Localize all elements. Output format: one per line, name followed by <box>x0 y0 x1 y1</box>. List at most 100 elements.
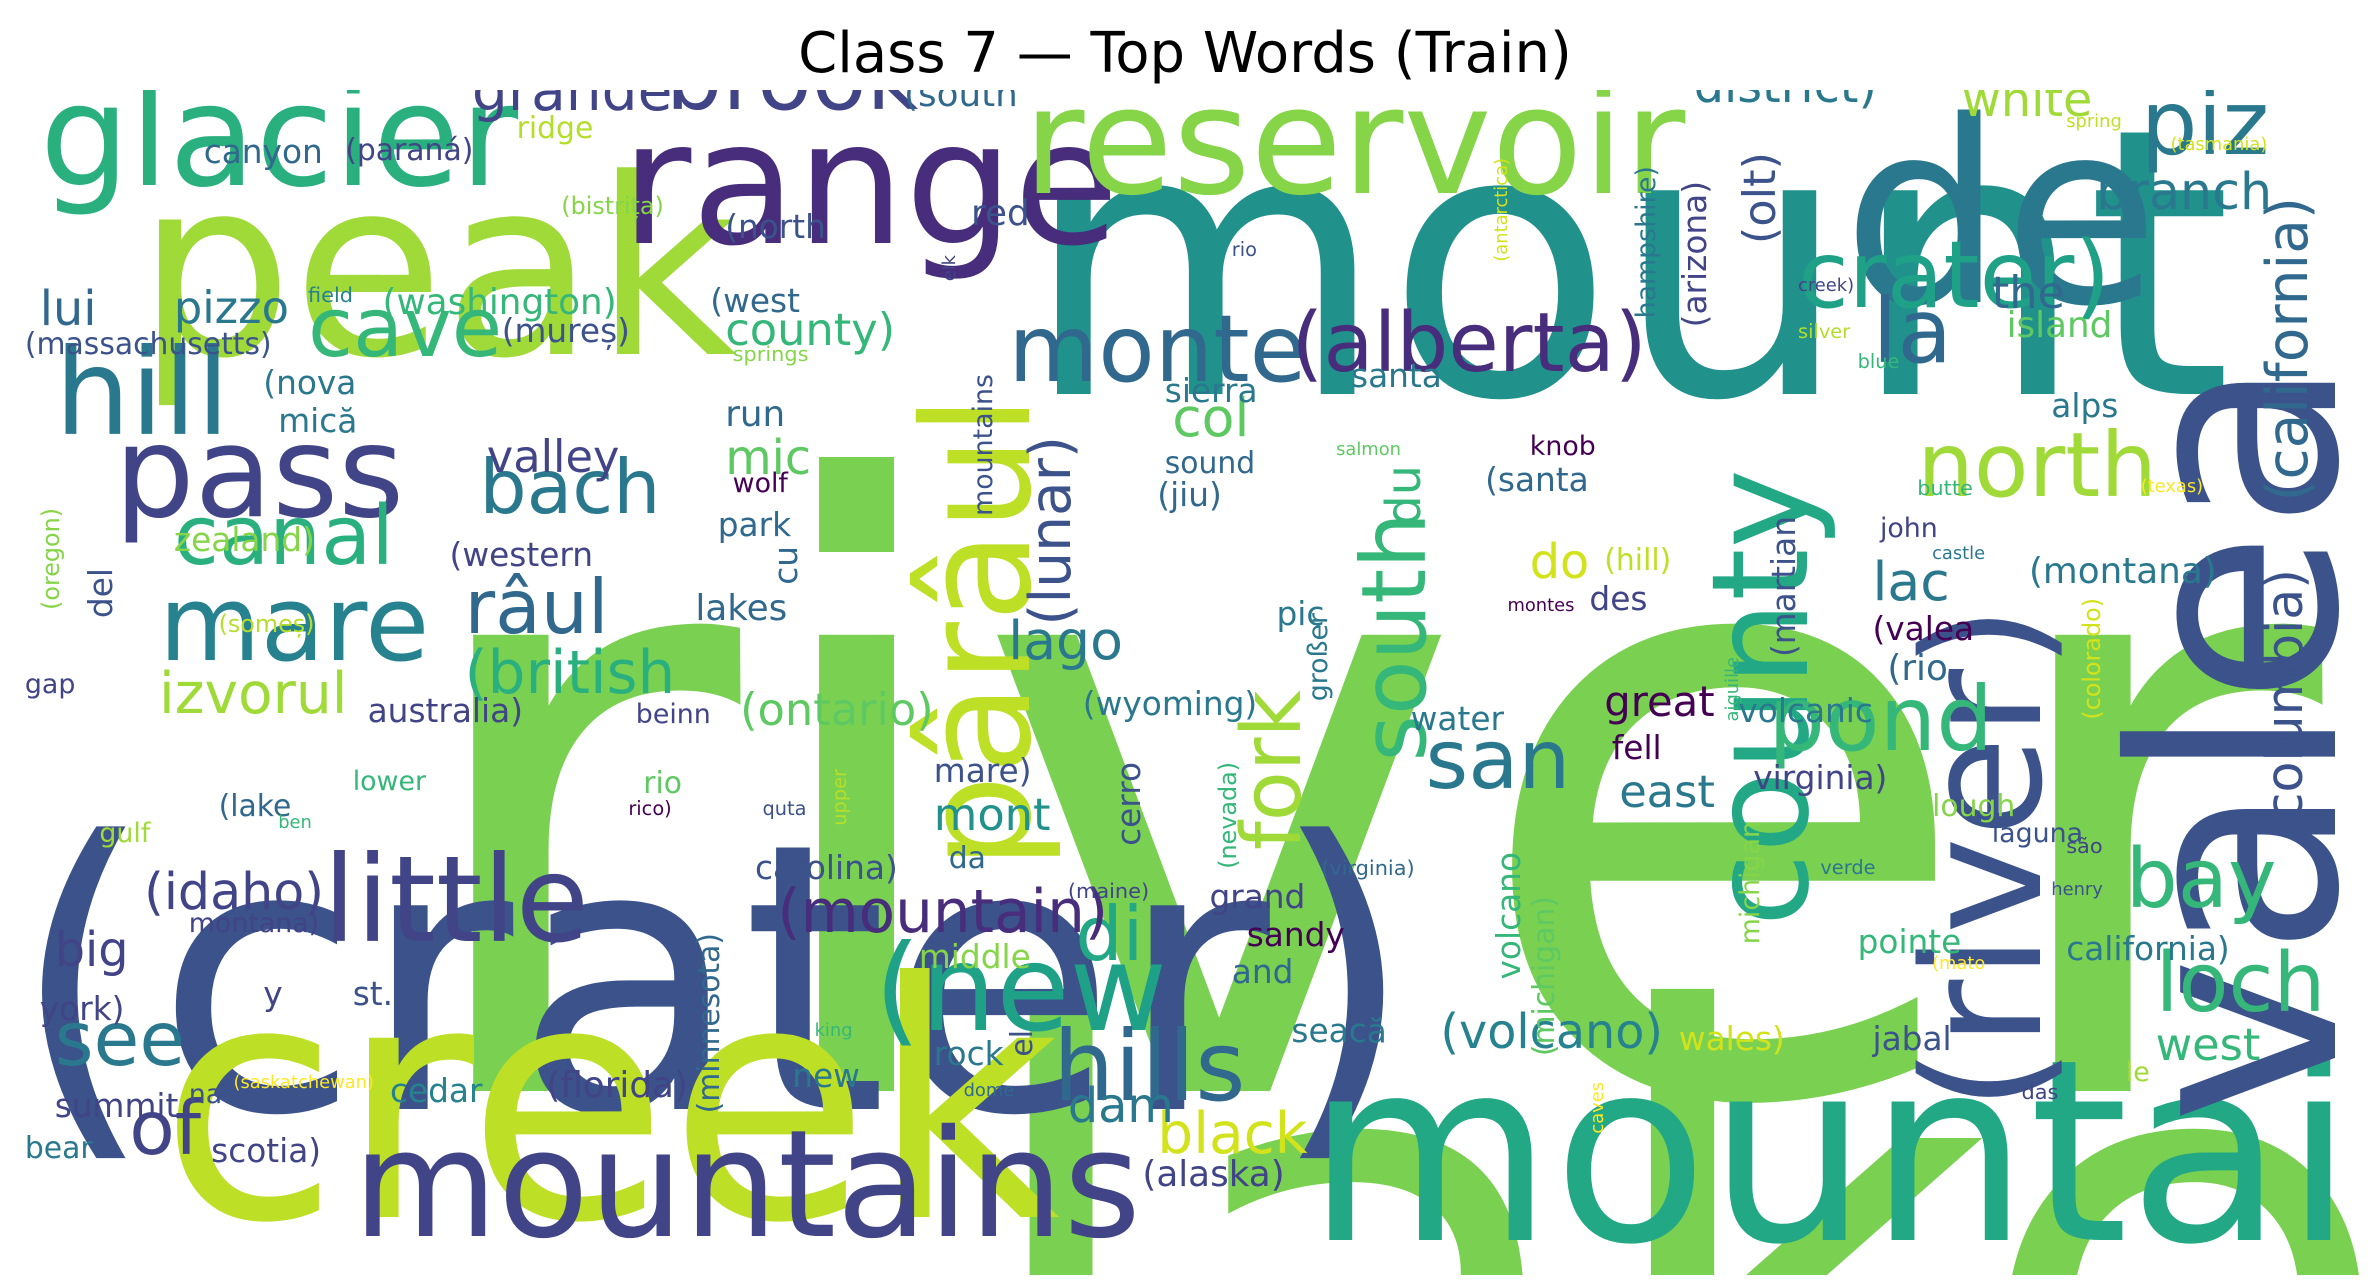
word-141: sandy <box>1246 915 1345 954</box>
word-81: (nova <box>263 364 357 403</box>
word-177: silver <box>1798 319 1851 343</box>
word-158: del <box>81 568 120 619</box>
word-17: pass <box>114 398 405 547</box>
word-190: verde <box>1820 856 1876 880</box>
word-156: gulf <box>99 818 151 850</box>
word-3: mount <box>1023 90 2233 482</box>
word-146: seacă <box>1291 1012 1387 1051</box>
chart-title: Class 7 — Top Words (Train) <box>798 21 1572 86</box>
word-107: (saskatchewan) <box>233 1072 374 1094</box>
word-8: de <box>1842 90 2160 362</box>
word-23: piz <box>2140 90 2270 176</box>
word-97: (colorado) <box>2078 597 2107 720</box>
word-28: pond <box>1768 667 1994 772</box>
word-99: (oregon) <box>36 508 65 611</box>
word-102: (antarctica) <box>1490 157 1512 262</box>
word-96: (paraná) <box>345 133 474 169</box>
word-165: jabal <box>1872 1019 1952 1058</box>
word-1: lake <box>964 929 2360 1275</box>
word-139: da <box>948 840 986 876</box>
word-62: (olt) <box>1734 151 1787 244</box>
word-29: canal <box>173 489 395 585</box>
word-34: bay <box>2125 832 2277 928</box>
word-148: el <box>1005 1030 1041 1057</box>
word-170: john <box>1879 512 1938 544</box>
word-143: volcano <box>1489 851 1528 979</box>
word-169: lough <box>1932 788 2016 824</box>
word-174: elk <box>939 254 961 282</box>
word-49: branch <box>2096 162 2273 222</box>
word-151: scotia) <box>211 1131 322 1170</box>
word-63: the <box>1991 267 2066 320</box>
word-105: (maine) <box>1067 878 1150 903</box>
word-119: park <box>717 505 792 544</box>
word-131: virginia) <box>1753 759 1888 798</box>
word-35: san <box>1425 712 1571 808</box>
word-2: (crater) <box>10 763 1416 1198</box>
word-186: ben <box>278 811 312 833</box>
word-64: white <box>1961 90 2093 129</box>
word-100: (someș) <box>218 609 315 638</box>
word-124: sound <box>1164 446 1256 482</box>
word-94: (jiu) <box>1157 476 1222 515</box>
word-10: reservoir <box>1023 90 1686 229</box>
word-137: rio <box>643 766 683 802</box>
word-155: montana) <box>188 907 320 939</box>
word-42: (british <box>464 639 676 709</box>
word-144: michigan <box>1735 821 1767 945</box>
word-77: (north <box>725 207 826 246</box>
word-30: cave <box>308 280 503 376</box>
word-118: run <box>725 394 786 436</box>
word-87: (valea <box>1872 610 1975 649</box>
word-4: creek <box>159 913 1060 1275</box>
word-175: rio <box>1231 237 1257 261</box>
word-159: zealand) <box>173 520 315 559</box>
word-110: santa <box>1351 356 1442 395</box>
word-189: upper <box>827 768 851 826</box>
word-31: la <box>1872 280 1953 385</box>
word-181: butte <box>1917 476 1973 501</box>
word-126: des <box>1589 580 1648 619</box>
word-55: valley <box>486 430 620 483</box>
word-48: lago <box>1008 609 1123 673</box>
word-153: bear <box>24 1131 93 1167</box>
word-75: (washington) <box>382 282 617 324</box>
word-113: red <box>971 193 1030 235</box>
word-60: col <box>1172 385 1250 449</box>
word-180: salmon <box>1336 439 1401 461</box>
word-145: middle <box>918 937 1031 976</box>
word-93: (lake <box>218 788 292 824</box>
word-40: of <box>129 1085 201 1173</box>
word-182: castle <box>1932 543 1986 565</box>
word-184: aiguille <box>1721 657 1743 722</box>
word-172: field <box>308 282 354 307</box>
word-43: (mountain) <box>777 877 1109 947</box>
word-135: beinn <box>635 699 711 731</box>
word-78: (south <box>904 90 1018 115</box>
word-39: see <box>54 995 186 1083</box>
word-16: little <box>322 830 590 970</box>
word-197: le <box>2125 1056 2150 1088</box>
word-103: (tasmania) <box>2170 133 2268 155</box>
word-101: (bistrița) <box>561 192 664 221</box>
word-37: râul <box>464 563 609 651</box>
word-19: (new <box>874 920 1168 1060</box>
word-152: summit <box>54 1086 179 1125</box>
word-44: (california) <box>2254 197 2321 502</box>
word-173: springs <box>732 342 809 367</box>
word-188: quta <box>762 796 807 820</box>
word-121: lakes <box>695 587 788 629</box>
word-88: (rio <box>1887 647 1948 689</box>
word-136: mare) <box>933 751 1032 790</box>
word-70: do <box>1529 535 1590 591</box>
word-147: rock <box>933 1034 1004 1073</box>
word-74: (montana) <box>2028 550 2217 592</box>
word-51: black <box>1157 1101 1308 1168</box>
word-128: großer <box>1303 612 1335 702</box>
word-67: dam <box>1067 1079 1174 1135</box>
word-196: das <box>2021 1079 2059 1104</box>
word-140: grand <box>1209 878 1306 917</box>
word-5: mountain <box>1306 1005 2360 1275</box>
word-127: pic <box>1276 595 1325 634</box>
